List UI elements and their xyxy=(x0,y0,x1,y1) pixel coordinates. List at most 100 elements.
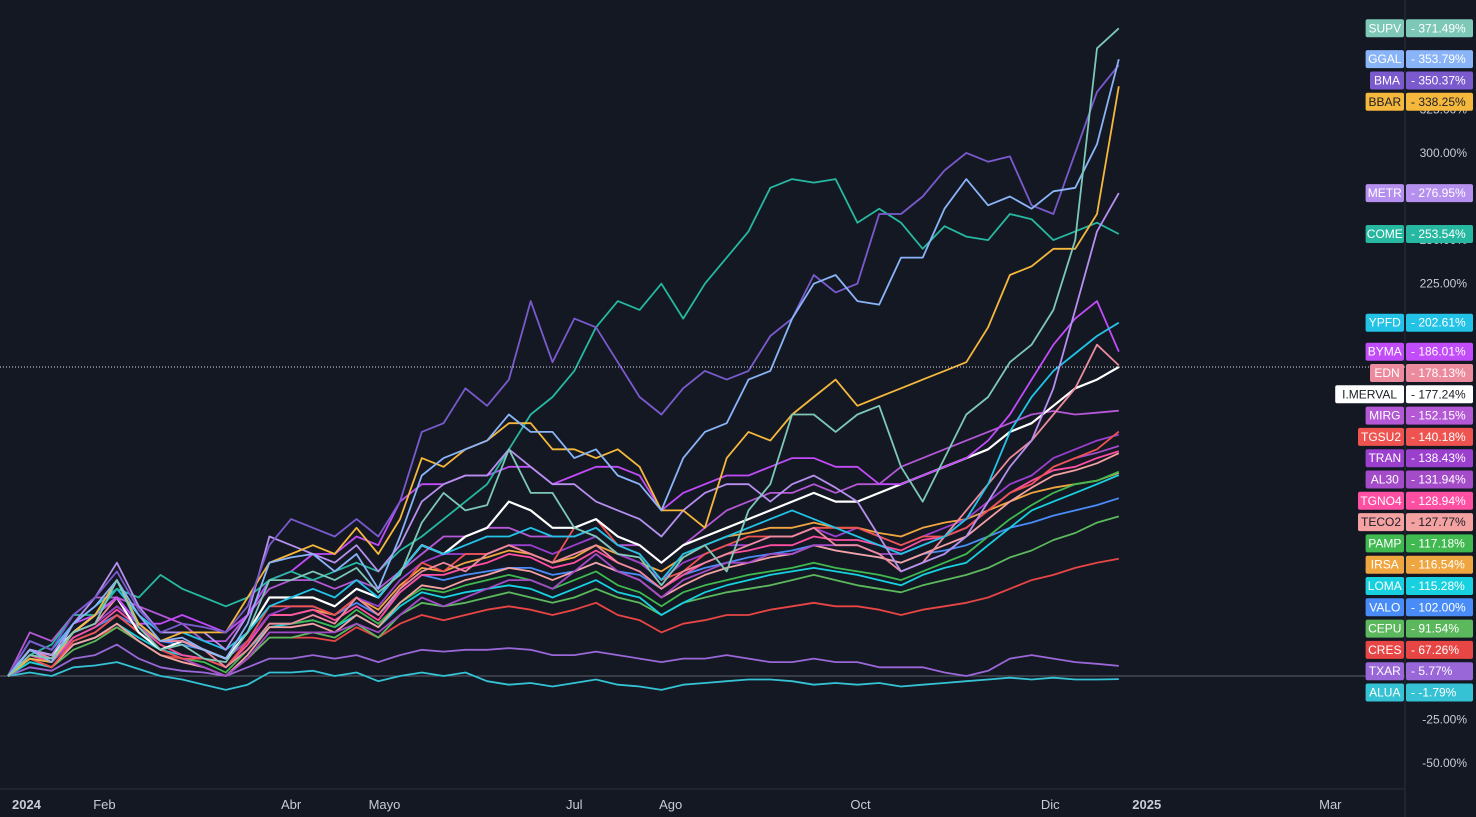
series-value: - 202.61% xyxy=(1411,316,1466,330)
badge-tgsu2[interactable]: TGSU2 - 140.18% xyxy=(1358,427,1473,446)
series-line-tgsu2[interactable] xyxy=(7,430,1120,677)
series-line-tgno4[interactable] xyxy=(7,450,1120,677)
series-name-tag xyxy=(1365,92,1404,111)
series-value-tag xyxy=(1406,555,1473,574)
series-name: EDN xyxy=(1374,366,1399,380)
series-name-tag xyxy=(1358,491,1404,510)
x-tick-label: Ago xyxy=(659,797,682,812)
badge-mirg[interactable]: MIRG - 152.15% xyxy=(1365,406,1473,425)
series-name: BYMA xyxy=(1368,345,1402,359)
series-value-tag xyxy=(1406,683,1473,702)
series-line-valo[interactable] xyxy=(7,497,1120,677)
series-line-come[interactable] xyxy=(7,178,1120,677)
series-value: - 102.00% xyxy=(1411,600,1466,614)
badge-come[interactable]: COME - 253.54% xyxy=(1365,224,1473,243)
badge-ypfd[interactable]: YPFD - 202.61% xyxy=(1365,313,1473,332)
badge-byma[interactable]: BYMA - 186.01% xyxy=(1365,342,1473,361)
series-name: CRES xyxy=(1368,643,1401,657)
series-name: TGNO4 xyxy=(1360,494,1402,508)
series-value-tag xyxy=(1406,513,1473,532)
series-line-ggal[interactable] xyxy=(7,58,1120,677)
series-line-supv[interactable] xyxy=(7,27,1120,677)
badge-bbar[interactable]: BBAR - 338.25% xyxy=(1365,92,1473,111)
series-line-bma[interactable] xyxy=(7,64,1120,677)
series-name-tag xyxy=(1365,619,1404,638)
series-value-tag xyxy=(1406,449,1473,468)
series-value-tag xyxy=(1406,491,1473,510)
series-name: TGSU2 xyxy=(1361,430,1401,444)
series-name-tag xyxy=(1365,184,1404,203)
series-name: SUPV xyxy=(1368,21,1401,35)
series-name: CEPU xyxy=(1368,622,1401,636)
series-name-tag xyxy=(1365,576,1404,595)
series-value: - 353.79% xyxy=(1411,52,1466,66)
series-value: - 128.94% xyxy=(1411,494,1466,508)
series-name: IRSA xyxy=(1371,558,1399,572)
x-tick-label: Abr xyxy=(281,797,302,812)
series-value-tag xyxy=(1406,427,1473,446)
badge-cres[interactable]: CRES - 67.26% xyxy=(1365,640,1473,659)
series-value-tag xyxy=(1406,313,1473,332)
series-value: - 138.43% xyxy=(1411,451,1466,465)
series-name-tag xyxy=(1365,598,1404,617)
badge-cepu[interactable]: CEPU - 91.54% xyxy=(1365,619,1473,638)
series-line-txar[interactable] xyxy=(7,643,1119,677)
badge-valo[interactable]: VALO - 102.00% xyxy=(1365,598,1473,617)
series-line-bbar[interactable] xyxy=(7,86,1120,677)
series-name-tag xyxy=(1365,342,1404,361)
x-tick-label: Mar xyxy=(1319,797,1342,812)
x-axis-ticks: 2024 Feb Abr Mayo Jul Ago Oct Dic 2025 Mar xyxy=(12,797,1342,812)
series-name-tag xyxy=(1365,224,1404,243)
badge-ggal[interactable]: GGAL - 353.79% xyxy=(1365,50,1473,69)
y-tick-label: -50.00% xyxy=(1422,756,1467,770)
badge-bma[interactable]: BMA - 350.37% xyxy=(1370,71,1473,90)
badge-txar[interactable]: TXAR - 5.77% xyxy=(1365,662,1473,681)
series-name-tag xyxy=(1335,385,1404,404)
badge-alua[interactable]: ALUA - -1.79% xyxy=(1365,683,1473,702)
series-line-byma[interactable] xyxy=(7,300,1120,677)
series-name: LOMA xyxy=(1368,579,1402,593)
series-value: - 140.18% xyxy=(1411,430,1466,444)
series-name-tag xyxy=(1365,640,1404,659)
series-value-tag xyxy=(1406,92,1473,111)
series-value-tag xyxy=(1406,619,1473,638)
series-name-tag xyxy=(1365,19,1404,38)
series-line-pamp[interactable] xyxy=(7,470,1120,677)
series-value: - 186.01% xyxy=(1411,345,1466,359)
series-line-edn[interactable] xyxy=(7,343,1120,677)
x-tick-label: 2025 xyxy=(1132,797,1161,812)
series-value-tag xyxy=(1406,640,1473,659)
series-name: AL30 xyxy=(1371,472,1399,486)
series-line-ypfd[interactable] xyxy=(7,321,1120,677)
series-value: - 91.54% xyxy=(1411,622,1459,636)
series-name: TRAN xyxy=(1368,451,1401,465)
series-line-alua[interactable] xyxy=(7,661,1119,691)
series-name-tag xyxy=(1365,50,1404,69)
series-name-tag xyxy=(1370,71,1404,90)
badge-edn[interactable]: EDN - 178.13% xyxy=(1370,363,1473,382)
series-value-tag xyxy=(1406,534,1473,553)
badge-teco2[interactable]: TECO2 - 127.77% xyxy=(1358,513,1473,532)
badge-pamp[interactable]: PAMP - 117.18% xyxy=(1365,534,1473,553)
series-value: - -1.79% xyxy=(1411,685,1457,699)
x-tick-label: 2024 xyxy=(12,797,42,812)
badge-tran[interactable]: TRAN - 138.43% xyxy=(1365,449,1473,468)
series-value-tag xyxy=(1406,662,1473,681)
series-name-tag xyxy=(1365,683,1404,702)
series-value: - 253.54% xyxy=(1411,227,1466,241)
series-value: - 131.94% xyxy=(1411,472,1466,486)
series-value: - 152.15% xyxy=(1411,409,1466,423)
badge-i-merval[interactable]: I.MERVAL - 177.24% xyxy=(1335,385,1473,404)
x-tick-label: Jul xyxy=(566,797,583,812)
series-value-tag xyxy=(1406,342,1473,361)
badge-metr[interactable]: METR - 276.95% xyxy=(1365,184,1473,203)
badge-irsa[interactable]: IRSA - 116.54% xyxy=(1365,555,1473,574)
badge-loma[interactable]: LOMA - 115.28% xyxy=(1365,576,1473,595)
badge-supv[interactable]: SUPV - 371.49% xyxy=(1365,19,1473,38)
badge-tgno4[interactable]: TGNO4 - 128.94% xyxy=(1358,491,1473,510)
series-name-tag xyxy=(1365,534,1404,553)
badge-al30[interactable]: AL30 - 131.94% xyxy=(1365,470,1473,489)
series-name: VALO xyxy=(1369,600,1400,614)
series-value-tag xyxy=(1406,576,1473,595)
